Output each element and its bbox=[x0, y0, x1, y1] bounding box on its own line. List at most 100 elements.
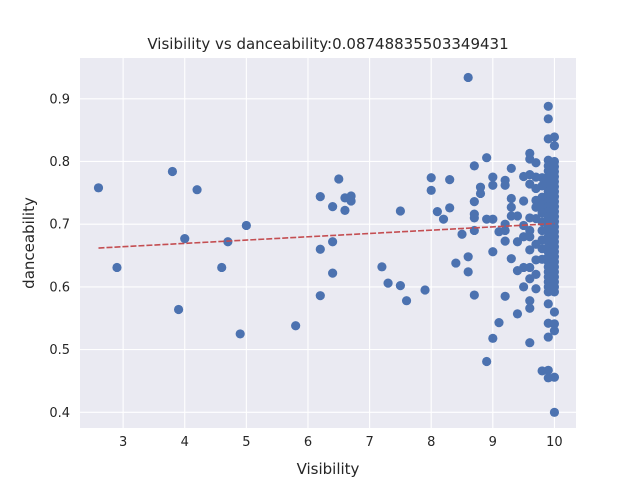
data-point bbox=[445, 175, 455, 185]
data-point bbox=[488, 333, 498, 343]
data-point bbox=[426, 185, 436, 195]
data-point bbox=[482, 356, 492, 367]
data-point bbox=[488, 180, 498, 190]
data-point bbox=[426, 173, 436, 183]
x-tick-label: 9 bbox=[489, 435, 497, 450]
data-point bbox=[525, 338, 535, 348]
data-point bbox=[180, 234, 190, 244]
data-point bbox=[543, 365, 553, 375]
data-point bbox=[457, 229, 467, 239]
data-point bbox=[463, 267, 473, 277]
data-point bbox=[549, 372, 560, 382]
data-point bbox=[500, 236, 510, 246]
trendline-layer bbox=[98, 222, 555, 249]
data-point bbox=[328, 202, 338, 212]
y-tick-label: 0.7 bbox=[49, 218, 70, 233]
data-point bbox=[549, 307, 560, 317]
y-tick-label: 0.5 bbox=[49, 343, 70, 358]
data-point bbox=[445, 203, 455, 213]
data-point bbox=[112, 262, 122, 273]
data-point bbox=[401, 296, 412, 306]
data-point bbox=[549, 141, 560, 151]
data-point bbox=[494, 318, 504, 328]
data-point bbox=[469, 213, 479, 223]
data-point bbox=[334, 174, 344, 184]
data-point bbox=[512, 237, 523, 247]
data-point bbox=[315, 191, 325, 202]
data-point bbox=[173, 304, 184, 315]
data-point bbox=[488, 214, 498, 224]
data-point bbox=[217, 262, 227, 273]
data-point bbox=[475, 188, 486, 199]
data-point bbox=[482, 153, 492, 163]
x-axis-label: Visibility bbox=[297, 460, 360, 478]
data-point bbox=[512, 309, 523, 319]
data-point bbox=[543, 114, 553, 124]
x-tick-label: 10 bbox=[546, 435, 563, 450]
data-point bbox=[543, 332, 553, 342]
data-point bbox=[543, 101, 553, 111]
data-point bbox=[93, 183, 104, 193]
data-point bbox=[192, 185, 202, 195]
data-point bbox=[512, 211, 523, 221]
data-point bbox=[432, 207, 442, 217]
x-tick-label: 4 bbox=[181, 435, 189, 450]
x-tick-label: 8 bbox=[427, 435, 435, 450]
data-point bbox=[241, 220, 251, 231]
data-points bbox=[93, 72, 560, 417]
data-point bbox=[525, 303, 535, 313]
data-point bbox=[506, 202, 516, 212]
data-point bbox=[463, 72, 473, 83]
data-point bbox=[291, 321, 301, 331]
data-point bbox=[525, 232, 535, 242]
tick-labels: 3 4 5 6 7 8 9 10 0.4 0.5 0.6 0.7 0.8 0.9 bbox=[49, 92, 562, 450]
data-point bbox=[395, 206, 405, 216]
data-point bbox=[525, 296, 535, 306]
data-point bbox=[549, 326, 560, 336]
data-point bbox=[500, 180, 510, 190]
data-point bbox=[525, 245, 535, 255]
trendline bbox=[98, 222, 555, 249]
chart-title: Visibility vs danceability:0.08748835503… bbox=[147, 35, 508, 53]
data-point bbox=[377, 262, 387, 272]
x-tick-label: 7 bbox=[365, 435, 373, 450]
data-point bbox=[451, 258, 461, 268]
data-point bbox=[315, 291, 325, 301]
data-point bbox=[506, 193, 516, 204]
data-point bbox=[519, 196, 529, 206]
data-point bbox=[549, 407, 560, 417]
data-point bbox=[395, 281, 405, 291]
x-tick-label: 5 bbox=[242, 435, 250, 450]
data-point bbox=[235, 329, 245, 339]
data-point bbox=[469, 290, 479, 300]
y-axis-label: danceability bbox=[20, 197, 38, 289]
data-point bbox=[469, 161, 479, 171]
data-point bbox=[328, 268, 338, 278]
data-point bbox=[549, 287, 560, 297]
data-point bbox=[469, 197, 479, 207]
data-point bbox=[488, 172, 498, 182]
data-point bbox=[346, 196, 356, 206]
y-tick-label: 0.4 bbox=[49, 406, 70, 421]
data-point bbox=[549, 132, 560, 142]
data-point bbox=[438, 214, 449, 224]
y-tick-label: 0.8 bbox=[49, 155, 70, 170]
data-point bbox=[525, 262, 535, 273]
data-point bbox=[519, 282, 529, 292]
data-point bbox=[315, 244, 325, 254]
data-point bbox=[506, 163, 516, 173]
data-point bbox=[500, 225, 510, 236]
data-point bbox=[549, 319, 560, 329]
data-point bbox=[328, 237, 338, 247]
x-tick-label: 3 bbox=[119, 435, 127, 450]
data-point bbox=[543, 299, 553, 309]
data-point bbox=[531, 284, 541, 294]
data-point bbox=[506, 254, 516, 264]
data-point bbox=[531, 158, 541, 168]
grid bbox=[80, 58, 576, 428]
data-point bbox=[500, 291, 510, 301]
y-tick-label: 0.6 bbox=[49, 280, 70, 295]
data-point bbox=[340, 205, 350, 215]
data-point bbox=[420, 285, 430, 295]
